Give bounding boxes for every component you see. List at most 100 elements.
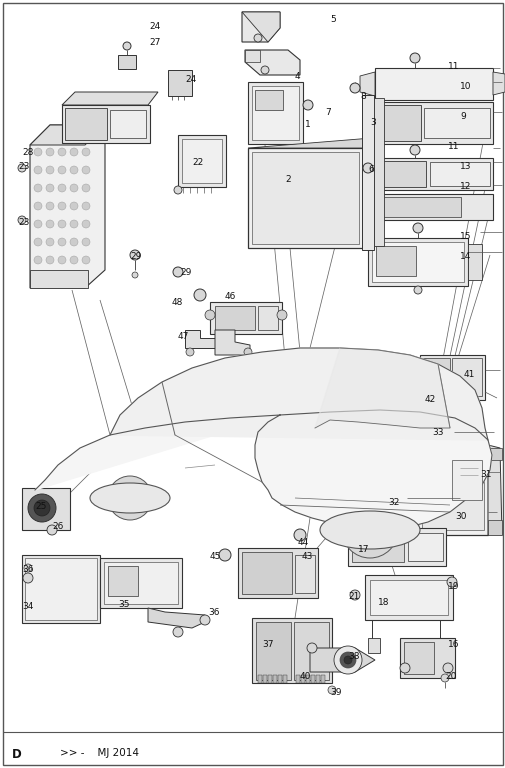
Text: 21: 21 bbox=[347, 592, 359, 601]
Text: 26: 26 bbox=[52, 522, 63, 531]
Bar bbox=[311, 675, 315, 683]
Circle shape bbox=[349, 590, 359, 600]
Text: 27: 27 bbox=[148, 38, 160, 47]
Circle shape bbox=[415, 428, 423, 436]
Bar bbox=[258, 675, 262, 683]
Bar bbox=[65, 108, 107, 140]
Circle shape bbox=[409, 53, 419, 63]
Text: 25: 25 bbox=[35, 502, 46, 511]
Circle shape bbox=[413, 286, 421, 294]
Bar bbox=[273, 675, 276, 683]
Text: 34: 34 bbox=[22, 602, 33, 611]
Bar bbox=[62, 105, 149, 143]
Bar bbox=[367, 158, 492, 190]
Bar bbox=[277, 675, 281, 683]
Circle shape bbox=[23, 573, 33, 583]
Bar bbox=[110, 110, 146, 138]
Circle shape bbox=[174, 186, 182, 194]
Bar bbox=[306, 675, 310, 683]
Bar bbox=[370, 197, 460, 217]
Circle shape bbox=[445, 428, 453, 436]
Circle shape bbox=[46, 256, 54, 264]
Circle shape bbox=[219, 549, 231, 561]
Circle shape bbox=[58, 148, 66, 156]
Bar bbox=[268, 675, 272, 683]
Text: 28: 28 bbox=[22, 148, 33, 157]
Text: 11: 11 bbox=[447, 142, 459, 151]
Polygon shape bbox=[244, 50, 260, 62]
Text: 23: 23 bbox=[18, 162, 29, 171]
Bar bbox=[367, 638, 379, 653]
Bar bbox=[30, 270, 88, 288]
Circle shape bbox=[34, 148, 42, 156]
Circle shape bbox=[46, 202, 54, 210]
Bar bbox=[22, 488, 70, 530]
Circle shape bbox=[341, 502, 397, 558]
Bar bbox=[347, 528, 445, 566]
Text: 14: 14 bbox=[459, 252, 471, 261]
Circle shape bbox=[34, 500, 50, 516]
Text: 39: 39 bbox=[329, 688, 341, 697]
Text: 6: 6 bbox=[367, 165, 373, 174]
Bar bbox=[370, 105, 420, 141]
Polygon shape bbox=[247, 138, 371, 148]
Polygon shape bbox=[110, 348, 487, 440]
Bar bbox=[215, 306, 255, 330]
Text: 38: 38 bbox=[347, 652, 359, 661]
Text: 47: 47 bbox=[178, 332, 189, 341]
Circle shape bbox=[119, 487, 141, 509]
Ellipse shape bbox=[90, 483, 170, 513]
Polygon shape bbox=[147, 608, 205, 628]
Text: 33: 33 bbox=[431, 428, 442, 437]
Bar bbox=[22, 555, 100, 623]
Text: 24: 24 bbox=[185, 75, 196, 84]
Polygon shape bbox=[487, 520, 501, 535]
Bar bbox=[263, 675, 267, 683]
Circle shape bbox=[46, 220, 54, 228]
Text: 9: 9 bbox=[459, 112, 465, 121]
Bar bbox=[367, 102, 492, 144]
Bar bbox=[237, 548, 317, 598]
Bar bbox=[210, 302, 281, 334]
Bar bbox=[108, 566, 138, 596]
Text: 17: 17 bbox=[358, 545, 369, 554]
Text: 41: 41 bbox=[463, 370, 474, 379]
Circle shape bbox=[446, 577, 456, 587]
Circle shape bbox=[70, 148, 78, 156]
Ellipse shape bbox=[319, 511, 419, 549]
Text: 31: 31 bbox=[479, 470, 490, 479]
Circle shape bbox=[276, 310, 286, 320]
Circle shape bbox=[82, 202, 90, 210]
Circle shape bbox=[82, 238, 90, 246]
Polygon shape bbox=[62, 92, 158, 105]
Circle shape bbox=[254, 34, 262, 42]
Circle shape bbox=[58, 202, 66, 210]
Circle shape bbox=[58, 256, 66, 264]
Circle shape bbox=[356, 516, 383, 544]
Text: 32: 32 bbox=[387, 498, 398, 507]
Bar bbox=[118, 55, 136, 69]
Circle shape bbox=[82, 256, 90, 264]
Polygon shape bbox=[30, 125, 105, 288]
Circle shape bbox=[396, 493, 406, 503]
Polygon shape bbox=[185, 330, 215, 348]
Bar bbox=[373, 98, 383, 246]
Text: >> -    MJ 2014: >> - MJ 2014 bbox=[60, 748, 139, 758]
Circle shape bbox=[399, 663, 409, 673]
Bar bbox=[247, 82, 302, 144]
Bar bbox=[451, 460, 481, 500]
Circle shape bbox=[440, 674, 448, 682]
Circle shape bbox=[46, 238, 54, 246]
Circle shape bbox=[333, 646, 361, 674]
Bar bbox=[178, 135, 226, 187]
Bar bbox=[247, 148, 362, 248]
Circle shape bbox=[24, 564, 32, 572]
Bar bbox=[251, 86, 298, 140]
Polygon shape bbox=[244, 50, 299, 75]
Bar bbox=[367, 238, 467, 286]
Text: 48: 48 bbox=[172, 298, 183, 307]
Text: 29: 29 bbox=[130, 252, 141, 261]
Circle shape bbox=[70, 238, 78, 246]
Polygon shape bbox=[310, 648, 374, 672]
Circle shape bbox=[261, 66, 269, 74]
